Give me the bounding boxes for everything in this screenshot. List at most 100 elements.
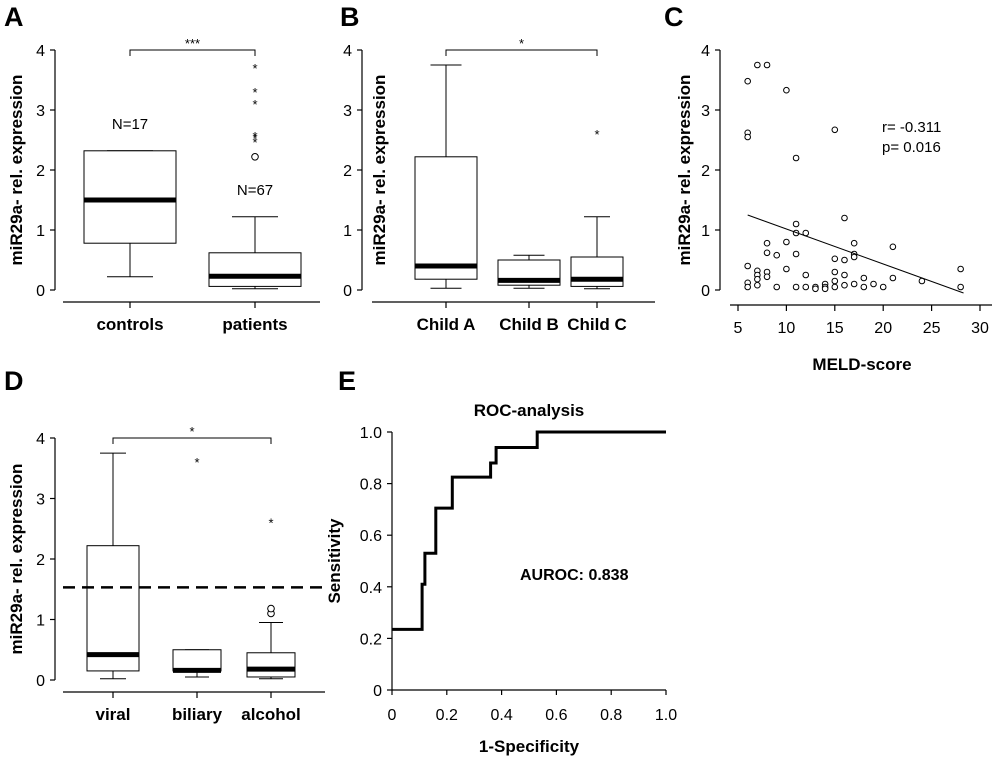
x-tick-label: 1.0 xyxy=(655,707,677,724)
y-tick-label: 0.2 xyxy=(360,631,382,648)
panel-a: A 0 1 2 3 4 miR29a- rel. expression controls N=1… xyxy=(4,2,320,334)
panel-letter: A xyxy=(4,2,24,32)
y-tick-label: 0 xyxy=(373,683,382,700)
scatter-point xyxy=(792,154,800,162)
scatter-point xyxy=(792,250,800,258)
scatter-point xyxy=(831,277,839,285)
y-tick-label: 1.0 xyxy=(360,425,382,442)
x-tick-label: 0 xyxy=(388,707,397,724)
significance-label: *** xyxy=(185,36,200,51)
x-tick-label: 5 xyxy=(734,320,743,337)
scatter-point xyxy=(812,285,819,293)
y-tick-label: 4 xyxy=(701,43,710,60)
box xyxy=(570,256,624,287)
scatter-point xyxy=(870,280,877,288)
y-tick-label: 0.6 xyxy=(360,528,382,545)
panel-letter: C xyxy=(664,2,684,32)
scatter-point xyxy=(860,283,868,291)
panel-e: E ROC-analysis 0 0.2 0.4 0.6 0.8 1.0 0 0.2 0.4 0.6 0… xyxy=(325,366,677,756)
scatter-point xyxy=(802,283,810,291)
x-tick-label: 20 xyxy=(874,320,892,337)
significance-label: * xyxy=(519,36,524,51)
correlation-r: r= -0.311 xyxy=(882,119,941,136)
chart-title: ROC-analysis xyxy=(474,401,585,420)
y-tick-label: 4 xyxy=(36,431,45,448)
scatter-point xyxy=(744,77,751,85)
scatter-point xyxy=(831,283,839,291)
scatter-point xyxy=(763,249,771,257)
y-tick-label: 2 xyxy=(701,163,710,180)
y-tick-label: 4 xyxy=(36,43,45,60)
scatter-point xyxy=(957,265,964,273)
y-tick-label: 0.4 xyxy=(360,580,382,597)
y-tick-label: 3 xyxy=(36,103,45,120)
y-axis-title: miR29a- rel. expression xyxy=(675,75,694,266)
box xyxy=(208,252,302,287)
panel-letter: D xyxy=(4,366,24,396)
scatter-point xyxy=(763,239,771,247)
y-tick-label: 0 xyxy=(36,283,45,300)
box xyxy=(246,652,296,678)
x-tick-label: 0.6 xyxy=(545,707,567,724)
significance-bracket xyxy=(445,49,598,56)
box xyxy=(83,150,177,244)
y-axis-title: miR29a- rel. expression xyxy=(7,75,26,266)
scatter-point xyxy=(754,281,761,289)
x-category-label: patients xyxy=(222,315,287,334)
n-label: N=17 xyxy=(112,116,148,133)
scatter-point xyxy=(850,253,858,261)
scatter-point xyxy=(850,280,858,288)
extreme-point: * xyxy=(252,97,257,112)
scatter-point xyxy=(879,283,887,291)
scatter-point xyxy=(792,283,800,291)
y-tick-label: 1 xyxy=(36,613,45,630)
y-axis-title: miR29a- rel. expression xyxy=(7,464,26,655)
x-tick-label: 30 xyxy=(971,320,989,337)
auroc-label: AUROC: 0.838 xyxy=(520,567,629,584)
scatter-point xyxy=(783,86,790,94)
extreme-point: * xyxy=(194,455,199,470)
x-tick-label: 15 xyxy=(826,320,844,337)
scatter-point xyxy=(763,61,771,69)
panel-c: C 0 1 2 3 4 miR29a- rel. expression 5 10 15 20 25 30… xyxy=(664,2,992,374)
significance-bracket xyxy=(129,49,256,56)
scatter-point xyxy=(773,251,781,259)
scatter-point xyxy=(831,126,839,134)
y-tick-label: 0.8 xyxy=(360,477,382,494)
x-axis-title: 1-Specificity xyxy=(479,737,580,756)
scatter-point xyxy=(860,274,868,282)
extreme-point: * xyxy=(268,516,273,531)
scatter-point xyxy=(841,281,848,289)
significance-label: * xyxy=(189,424,194,439)
y-tick-label: 1 xyxy=(701,223,710,240)
x-category-label: biliary xyxy=(172,705,223,724)
panel-d: D 0 1 2 3 4 miR29a- rel. expression viral biliar… xyxy=(4,366,325,724)
extreme-point: * xyxy=(252,61,257,76)
box xyxy=(172,649,222,672)
scatter-point xyxy=(773,283,781,291)
x-tick-label: 10 xyxy=(778,320,796,337)
scatter-point xyxy=(841,271,848,279)
extreme-point: * xyxy=(594,127,599,142)
scatter-point xyxy=(831,268,839,276)
scatter-point xyxy=(783,265,790,273)
scatter-point xyxy=(744,283,751,291)
y-tick-label: 3 xyxy=(701,103,710,120)
x-category-label: controls xyxy=(96,315,163,334)
outlier-point xyxy=(251,153,259,161)
extreme-point: * xyxy=(252,131,257,146)
y-tick-label: 0 xyxy=(343,283,352,300)
scatter-point xyxy=(850,239,858,247)
scatter-point xyxy=(754,275,761,283)
x-category-label: viral xyxy=(96,705,131,724)
roc-curve xyxy=(392,430,666,631)
x-category-label: Child A xyxy=(417,315,476,334)
y-tick-label: 2 xyxy=(343,163,352,180)
scatter-point xyxy=(889,274,897,282)
extreme-point: * xyxy=(252,85,257,100)
box xyxy=(86,545,140,672)
y-tick-label: 1 xyxy=(343,223,352,240)
scatter-point xyxy=(802,271,810,279)
x-tick-label: 0.2 xyxy=(436,707,458,724)
